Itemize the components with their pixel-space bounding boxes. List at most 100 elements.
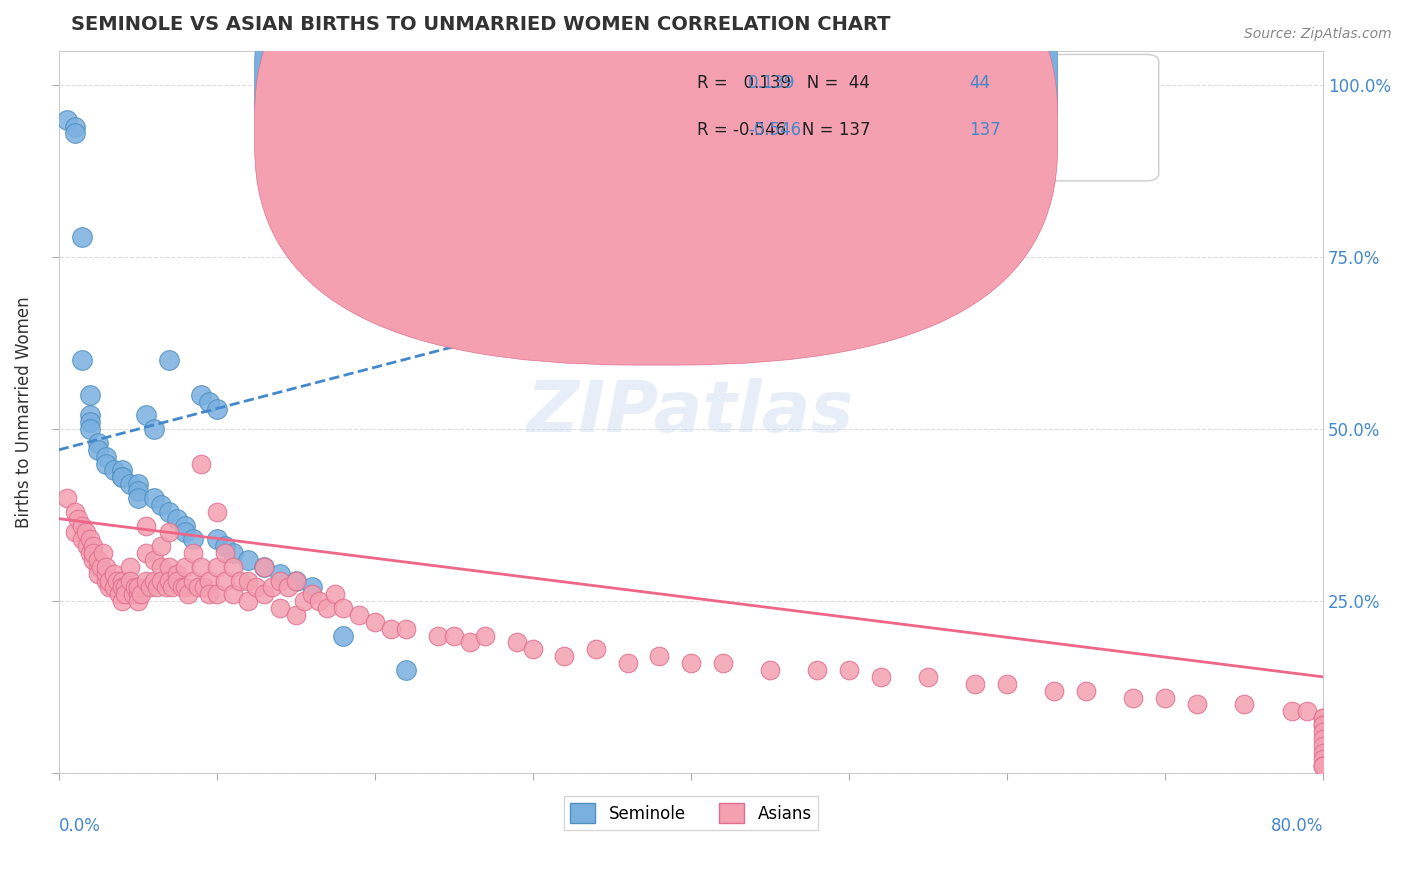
Point [127,581,149,595]
Point [162,581,184,595]
Point [107,587,129,601]
Point [205,505,228,519]
Point [198,574,221,588]
Point [87,566,110,581]
Text: 44: 44 [969,74,990,93]
Point [82,546,104,560]
Point [301,587,323,601]
Point [135,546,157,560]
Point [127,477,149,491]
Point [111,581,134,595]
Point [139,581,162,595]
Point [174,518,197,533]
Point [190,559,212,574]
Point [995,677,1018,691]
Point [553,649,575,664]
Point [187,581,209,595]
Point [118,477,141,491]
Point [253,559,276,574]
Point [135,409,157,423]
Point [181,533,204,547]
Point [1074,683,1097,698]
Point [190,457,212,471]
Point [1312,711,1334,725]
Point [87,436,110,450]
Point [142,574,165,588]
Point [79,409,101,423]
Point [103,566,125,581]
Point [332,629,354,643]
Text: ZIPatlas: ZIPatlas [527,377,855,447]
Point [1185,698,1208,712]
Point [506,635,529,649]
Point [1312,752,1334,766]
Point [111,594,134,608]
Y-axis label: Births to Unmarried Women: Births to Unmarried Women [15,296,32,528]
Point [238,594,260,608]
Point [380,622,402,636]
Point [170,581,193,595]
Point [82,539,104,553]
Text: Source: ZipAtlas.com: Source: ZipAtlas.com [1244,27,1392,41]
Text: 0.0%: 0.0% [59,816,101,835]
Point [72,533,94,547]
Point [198,394,221,409]
Point [135,518,157,533]
Point [94,574,117,588]
Point [181,546,204,560]
Point [395,663,418,677]
Point [245,581,267,595]
Point [316,601,339,615]
Point [63,525,86,540]
Point [1312,718,1334,732]
Point [129,587,152,601]
Point [965,677,987,691]
Point [174,581,197,595]
Point [157,353,180,368]
Point [284,574,307,588]
Text: R = -0.546   N = 137: R = -0.546 N = 137 [697,121,870,139]
Point [711,656,734,670]
Point [214,574,236,588]
Point [1312,746,1334,760]
Point [90,559,112,574]
Point [838,663,860,677]
Text: -0.546: -0.546 [748,121,801,139]
Point [155,581,177,595]
Point [111,574,134,588]
Point [76,539,98,553]
Point [174,559,197,574]
Point [443,629,465,643]
Point [72,229,94,244]
Text: SEMINOLE VS ASIAN BIRTHS TO UNMARRIED WOMEN CORRELATION CHART: SEMINOLE VS ASIAN BIRTHS TO UNMARRIED WO… [72,15,891,34]
Point [190,388,212,402]
Point [166,574,188,588]
Point [269,566,291,581]
Point [364,615,387,629]
Point [98,581,121,595]
Point [262,581,284,595]
Point [193,581,215,595]
Point [1312,739,1334,753]
Point [253,587,276,601]
Point [142,491,165,505]
Point [111,463,134,477]
Point [205,401,228,416]
Point [105,574,128,588]
Point [205,587,228,601]
FancyBboxPatch shape [254,0,1057,318]
Point [869,670,891,684]
Point [82,553,104,567]
Point [55,491,77,505]
Point [75,525,97,540]
Point [1122,690,1144,705]
Point [118,574,141,588]
Point [166,566,188,581]
Point [205,533,228,547]
Point [118,559,141,574]
Point [127,587,149,601]
Point [332,601,354,615]
Point [91,546,114,560]
Point [166,511,188,525]
Point [221,587,243,601]
